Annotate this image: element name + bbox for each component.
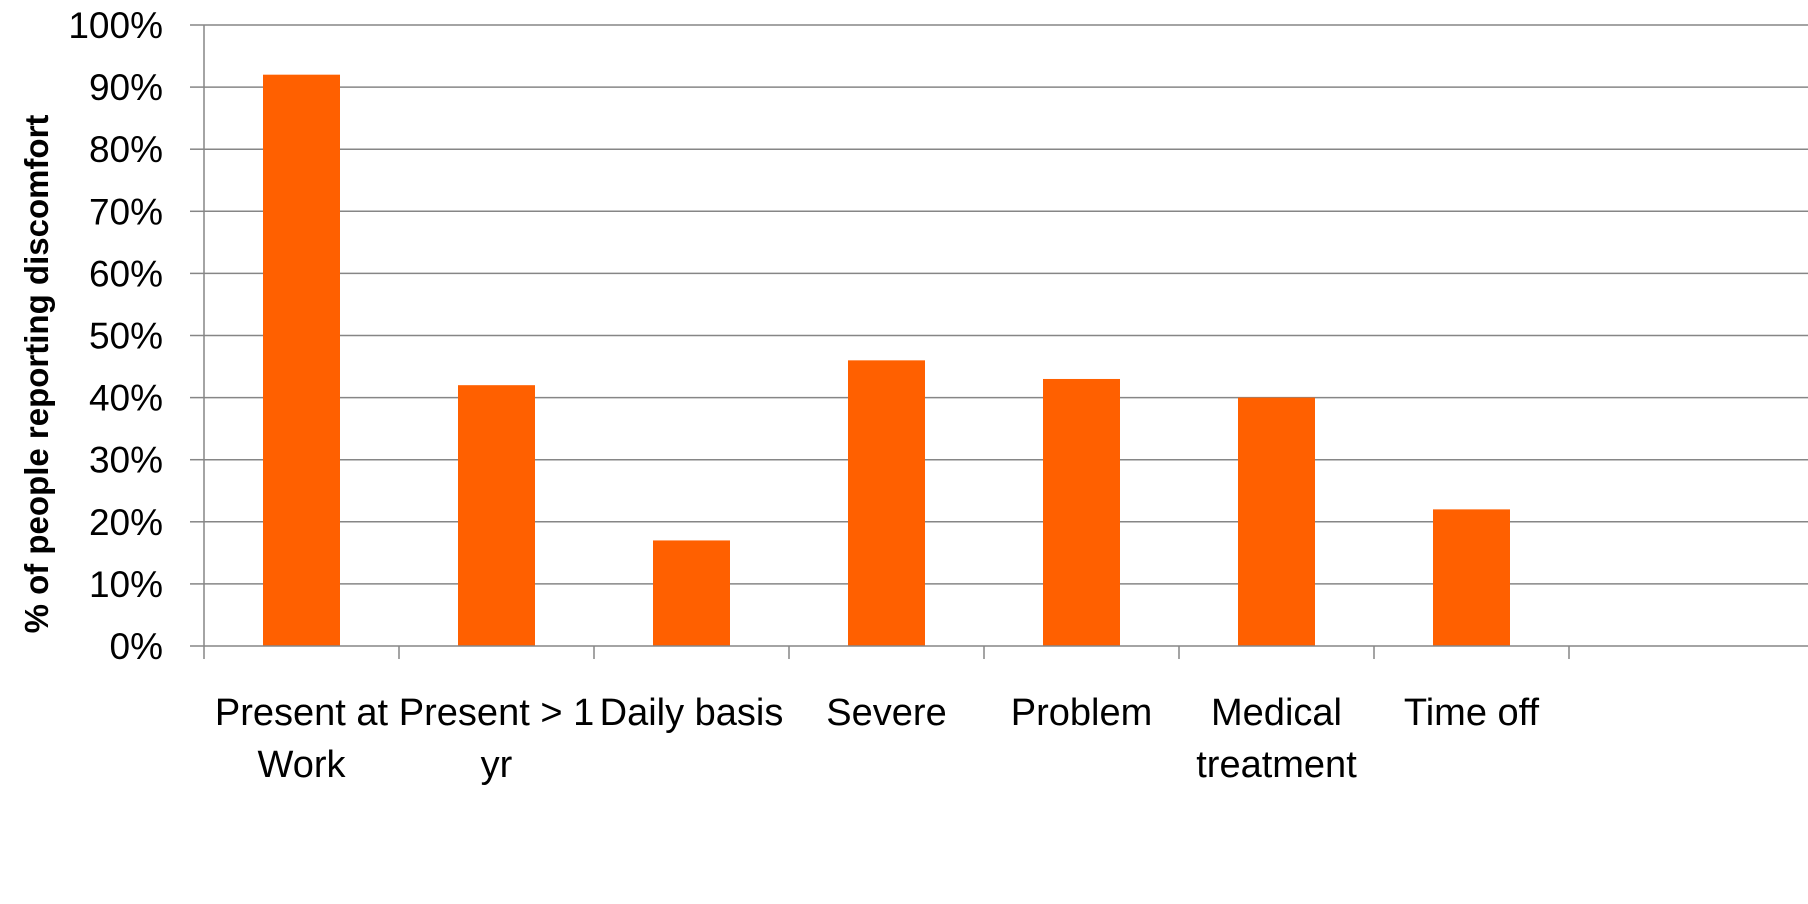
y-tick-label: 40% [89,378,163,419]
y-axis-title: % of people reporting discomfort [18,115,55,634]
x-category-label: Present at Work [215,692,389,786]
y-tick-label: 100% [68,5,163,46]
x-category-label: Problem [1011,692,1153,734]
y-tick-label: 60% [89,253,163,294]
y-tick-label: 10% [89,564,163,605]
x-category-label: Medical treatment [1196,692,1357,786]
bar [263,74,340,647]
y-tick-label: 20% [89,502,163,543]
bar [653,540,730,646]
bars [263,74,1510,647]
bar [458,385,535,646]
gridlines [204,24,1808,585]
y-tick-label: 30% [89,440,163,481]
x-category-label: Severe [826,692,946,734]
x-category-label: Present > 1 yr [399,692,594,786]
bar [1238,397,1315,646]
bar [848,360,925,646]
axes [190,24,1808,659]
y-tick-labels: 0% 10% 20% 30% 40% 50% 60% 70% 80% 90% 100% [68,5,163,667]
x-category-label: Time off [1404,692,1540,734]
bar [1433,509,1510,646]
bar [1043,378,1120,646]
x-category-label: Daily basis [600,692,784,734]
y-tick-label: 70% [89,191,163,232]
y-tick-label: 80% [89,129,163,170]
y-tick-label: 90% [89,67,163,108]
y-tick-label: 0% [110,626,163,667]
y-tick-label: 50% [89,316,163,357]
